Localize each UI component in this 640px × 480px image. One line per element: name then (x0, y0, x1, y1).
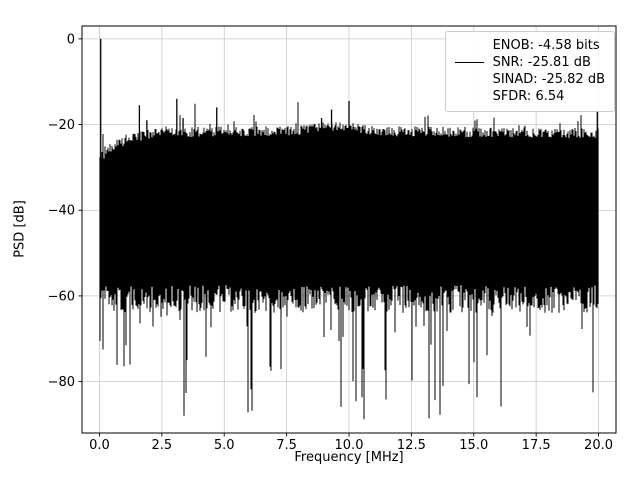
y-tick-label: −60 (48, 289, 75, 304)
psd-noise-trace (99, 102, 599, 420)
x-tick-label: 2.5 (152, 438, 173, 453)
x-tick-label: 5.0 (214, 438, 235, 453)
x-tick-label: 12.5 (397, 438, 426, 453)
y-tick-label: 0 (67, 32, 75, 47)
legend-entry-sinad: SINAD: -25.82 dB (492, 72, 605, 87)
x-tick-label: 7.5 (276, 438, 297, 453)
axes-spines (81, 25, 617, 434)
legend-entries: ENOB: -4.58 bits SNR: -25.81 dB SINAD: -… (493, 37, 605, 105)
y-tick-label: −80 (48, 375, 75, 390)
x-tick-label: 15.0 (459, 438, 488, 453)
legend: ENOB: -4.58 bits SNR: -25.81 dB SINAD: -… (444, 31, 615, 112)
x-tick-label: 0.0 (89, 438, 110, 453)
legend-entry-snr: SNR: -25.81 dB (492, 55, 591, 70)
y-tick-label: −20 (48, 118, 75, 133)
x-tick-label: 20.0 (584, 438, 613, 453)
y-tick-label: −40 (48, 204, 75, 219)
legend-line-sample-icon (454, 62, 484, 63)
legend-entry-enob: ENOB: -4.58 bits (492, 38, 600, 53)
x-axis-label: Frequency [MHz] (294, 450, 404, 465)
x-tick-label: 17.5 (522, 438, 551, 453)
legend-entry-sfdr: SFDR: 6.54 (492, 89, 565, 104)
x-tick-label: 10.0 (335, 438, 364, 453)
y-axis-label: PSD [dB] (12, 200, 28, 258)
